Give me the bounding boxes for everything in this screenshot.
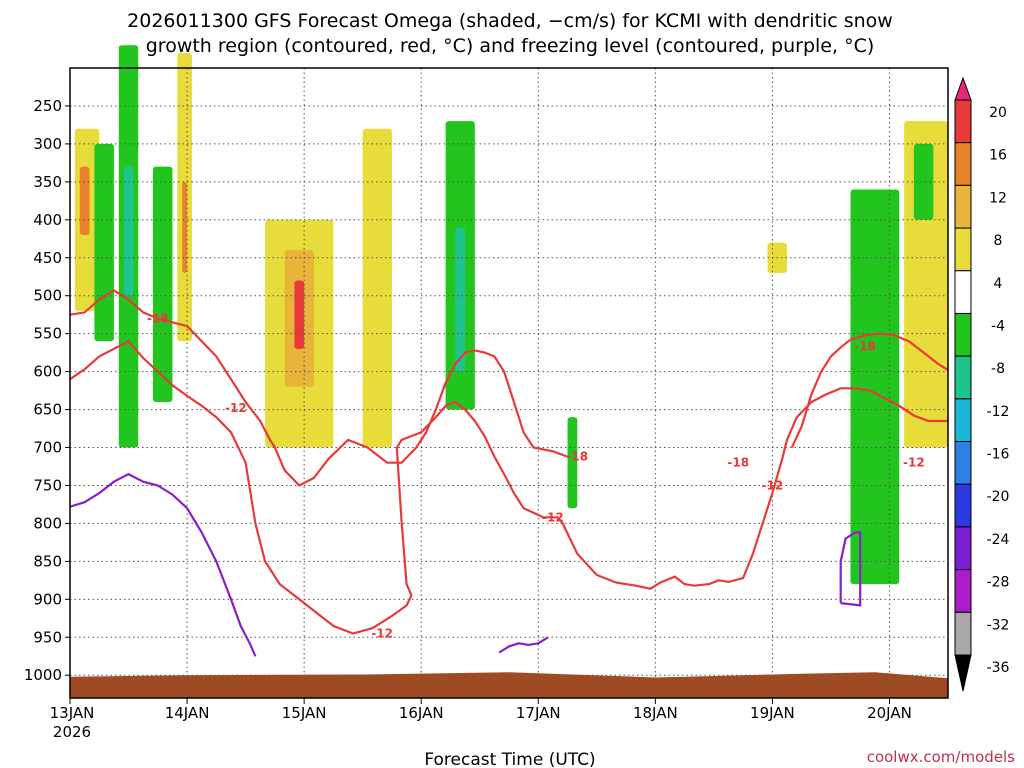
contour-line-2: [790, 332, 949, 448]
contour-label-0-0: -18: [147, 311, 169, 325]
omega-shading: [74, 45, 948, 585]
colorbar-label-7: -12: [987, 404, 1010, 420]
contour-line-0: [69, 289, 568, 487]
contour-line-1: [69, 339, 948, 635]
y-tick-label-950: 950: [33, 628, 62, 646]
colorbar-swatch-10: [954, 483, 972, 528]
x-tick-label-17JAN: 17JAN: [516, 704, 561, 722]
omega-shade-region-1: [79, 166, 90, 235]
chart-title-line-2: growth region (contoured, red, °C) and f…: [146, 35, 875, 57]
omega-shade-region-4: [123, 166, 134, 296]
colorbar-swatch-4: [954, 227, 972, 272]
x-tick-sublabel-13JAN: 2026: [53, 723, 91, 741]
y-tick-label-300: 300: [33, 135, 62, 153]
contour-label-1-0: -12: [225, 401, 247, 415]
y-tick-label-1000: 1000: [24, 666, 62, 684]
omega-shade-region-7: [182, 181, 188, 273]
colorbar-label-5: -4: [991, 318, 1005, 334]
colorbar-swatch-13: [954, 611, 972, 656]
plot-background: [70, 68, 948, 698]
colorbar-label-8: -16: [987, 447, 1010, 463]
colorbar-label-3: 8: [994, 233, 1003, 249]
contour-label-1-2: -12: [371, 626, 393, 640]
x-axis-title: Forecast Time (UTC): [424, 750, 595, 768]
x-tick-label-20JAN: 20JAN: [867, 704, 912, 722]
y-tick-label-250: 250: [33, 97, 62, 115]
credit-text: coolwx.com/models: [867, 748, 1015, 766]
y-axis: 250 300 350 400 450 500 550 600 650 700 750 800 850 9…: [24, 97, 70, 684]
y-tick-label-650: 650: [33, 401, 62, 419]
contour-label-1-1: -12: [542, 510, 564, 524]
colorbar: 20 16 12 8 4 -4 -8 -12 -16 -20 -24 -28 -32 -36: [954, 76, 1010, 692]
contour-line-5: [839, 531, 862, 607]
chart-title-line-1: 2026011300 GFS Forecast Omega (shaded, −…: [127, 10, 893, 32]
y-tick-label-900: 900: [33, 590, 62, 608]
y-tick-label-450: 450: [33, 249, 62, 267]
contour-line-4: [498, 636, 549, 654]
y-tick-label-550: 550: [33, 325, 62, 343]
colorbar-label-11: -28: [987, 575, 1010, 591]
contour-label-2-0: -18: [854, 340, 876, 354]
y-tick-label-400: 400: [33, 211, 62, 229]
colorbar-swatch-8: [954, 398, 972, 443]
colorbar-label-13: -36: [987, 660, 1010, 676]
y-tick-label-350: 350: [33, 173, 62, 191]
x-tick-label-13JAN: 13JAN: [50, 704, 95, 722]
colorbar-bottom-arrow: [954, 654, 972, 692]
y-tick-label-500: 500: [33, 287, 62, 305]
omega-shade-region-10: [294, 280, 305, 349]
terrain: [70, 672, 948, 698]
colorbar-label-10: -24: [987, 532, 1010, 548]
y-tick-label-700: 700: [33, 439, 62, 457]
y-tick-label-850: 850: [33, 552, 62, 570]
y-tick-label-750: 750: [33, 476, 62, 494]
omega-shade-region-13: [455, 227, 466, 372]
omega-shade-region-11: [362, 128, 392, 448]
contour-label-2-1: -18: [727, 456, 749, 470]
omega-shade-region-5: [152, 166, 173, 402]
terrain-surface: [70, 672, 948, 698]
omega-shade-region-17: [913, 143, 934, 220]
colorbar-label-0: 20: [989, 105, 1007, 121]
colorbar-label-9: -20: [987, 489, 1010, 505]
x-tick-label-19JAN: 19JAN: [750, 704, 795, 722]
omega-shade-region-2: [94, 143, 114, 342]
contour-label-1-4: -12: [903, 456, 925, 470]
contour-line-3: [69, 472, 257, 657]
x-tick-label-15JAN: 15JAN: [282, 704, 327, 722]
colorbar-swatch-2: [954, 142, 972, 186]
omega-shade-region-15: [850, 189, 900, 585]
contour-label-1-3: -12: [762, 478, 784, 492]
colorbar-label-2: 12: [989, 190, 1007, 206]
colorbar-label-4: 4: [994, 276, 1003, 292]
colorbar-label-12: -32: [987, 617, 1010, 633]
colorbar-swatch-7: [954, 355, 972, 400]
colorbar-swatch-1: [954, 99, 972, 144]
plot-frame: [69, 67, 949, 699]
x-tick-label-18JAN: 18JAN: [633, 704, 678, 722]
colorbar-swatch-11: [954, 526, 972, 571]
colorbar-top-arrow: [954, 76, 972, 101]
plot-area: -18 -18 -12 -12 -12 -12 -12 -18 -18: [69, 45, 949, 699]
y-tick-label-800: 800: [33, 514, 62, 532]
x-tick-label-16JAN: 16JAN: [399, 704, 444, 722]
colorbar-swatch-6: [954, 312, 972, 357]
contours: -18 -18 -12 -12 -12 -12 -12 -18 -18: [69, 289, 949, 657]
colorbar-label-6: -8: [991, 361, 1005, 377]
colorbar-swatch-12: [954, 569, 972, 613]
colorbar-swatch-9: [954, 441, 972, 485]
contour-label-0-1: -18: [566, 450, 588, 464]
colorbar-swatch-5: [954, 270, 972, 314]
x-tick-label-14JAN: 14JAN: [165, 704, 210, 722]
colorbar-swatch-3: [954, 184, 972, 229]
y-tick-label-600: 600: [33, 363, 62, 381]
colorbar-label-1: 16: [989, 148, 1007, 164]
